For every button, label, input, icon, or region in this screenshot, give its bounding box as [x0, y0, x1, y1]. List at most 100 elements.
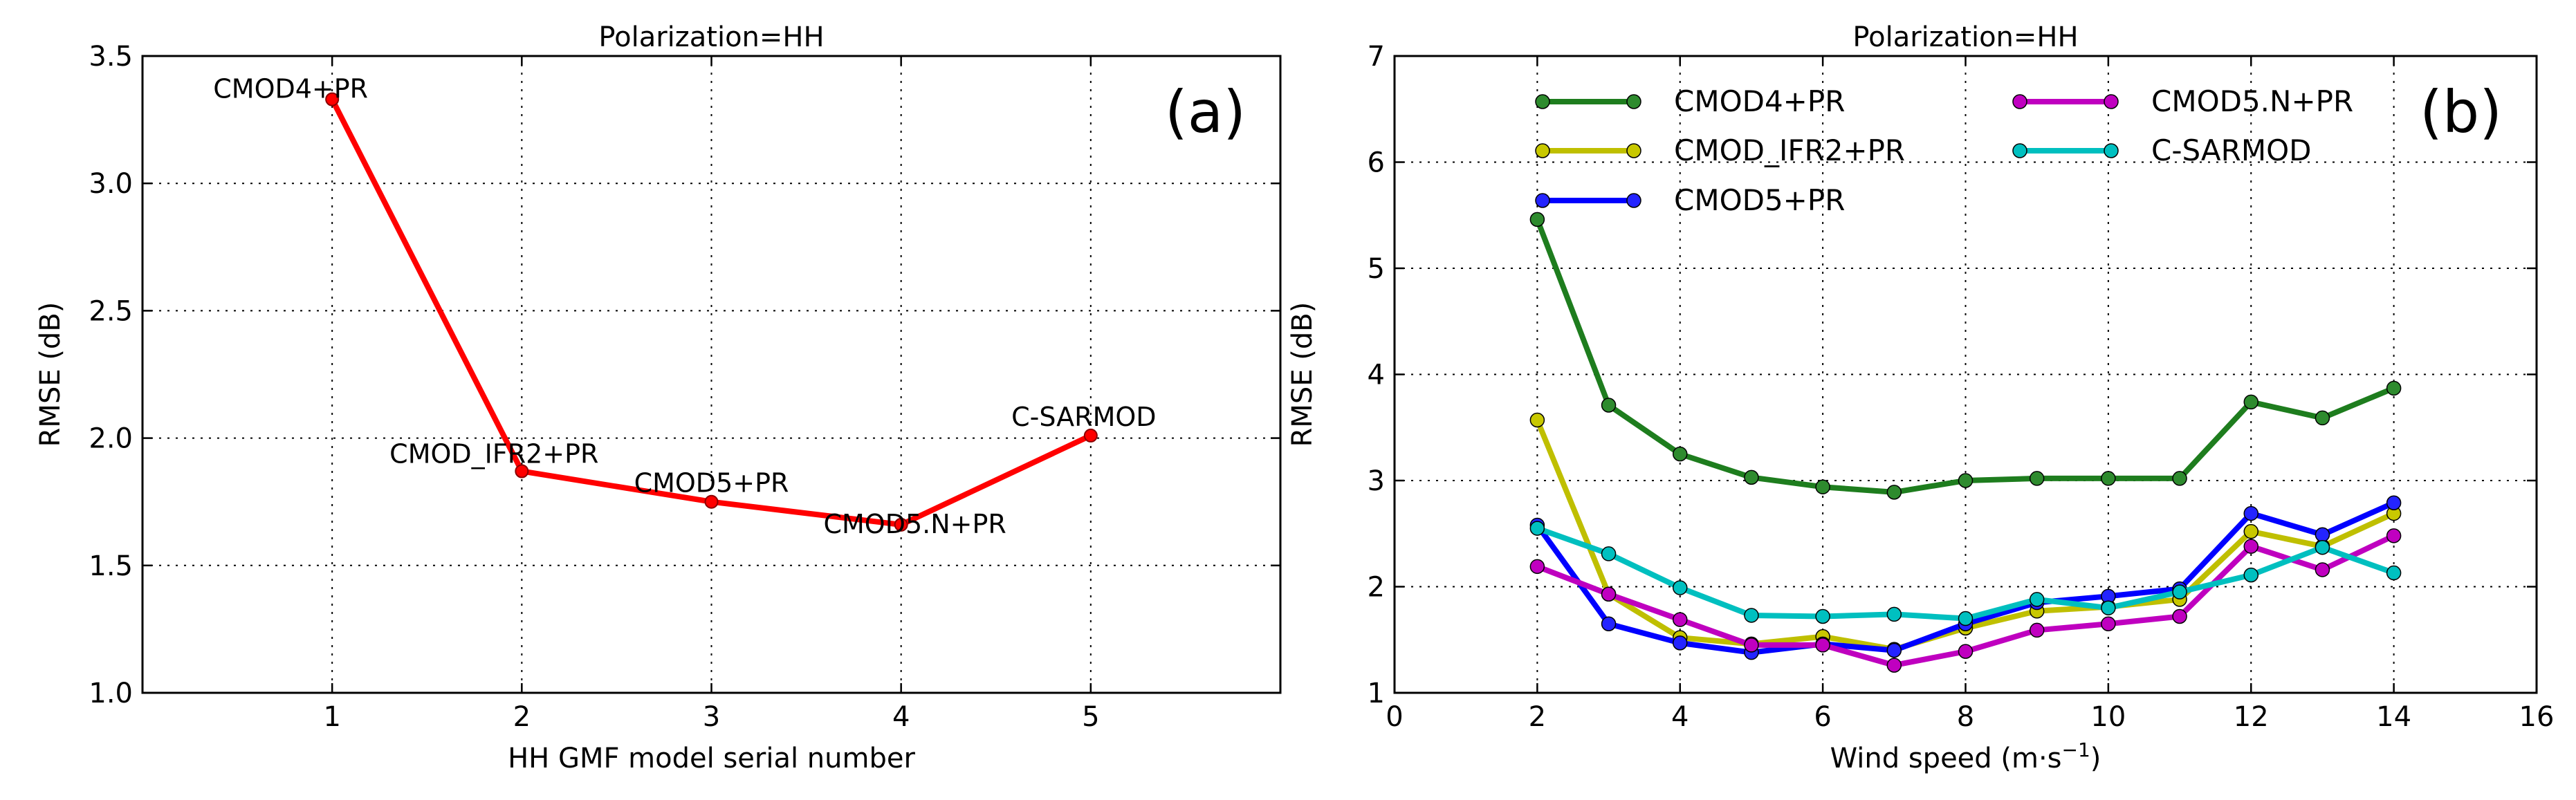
b-series-2-point-2	[1673, 635, 1688, 651]
b-ytick-label-6: 7	[1368, 41, 1385, 73]
b-series-4-point-12	[2386, 565, 2402, 581]
a-panel-label: (a)	[1165, 78, 1246, 146]
b-xtick-label-7: 14	[2376, 701, 2411, 733]
b-series-3-point-2	[1673, 612, 1688, 627]
a-ytick-label-3: 2.5	[89, 295, 133, 327]
b-xtick-label-6: 12	[2234, 701, 2269, 733]
b-series-0-point-3	[1744, 469, 1759, 485]
b-series-1-point-0	[1529, 412, 1545, 428]
b-x-axis-label-end: )	[2090, 743, 2101, 774]
b-series-0-point-5	[1886, 485, 1902, 500]
b-legend-marker-end-1	[1626, 143, 1641, 158]
b-series-4-point-9	[2172, 584, 2187, 599]
b-legend-label-2: CMOD5+PR	[1674, 183, 1845, 217]
a-xtick-label-0: 1	[323, 701, 340, 733]
b-y-axis-label: RMSE (dB)	[1287, 302, 1318, 447]
b-series-0-point-10	[2243, 394, 2258, 410]
a-point-label-4: C-SARMOD	[1011, 402, 1156, 432]
a-x-axis-label: HH GMF model serial number	[508, 743, 915, 774]
b-series-4-point-5	[1886, 606, 1902, 622]
b-legend: CMOD4+PR CMOD_IFR2+PR CMOD5+PR CMOD5.N+PR C-…	[1535, 84, 2353, 217]
a-ticks: 1 2 3 4 5 1.0 1.5 2.0 2.5 3.0 3.5	[89, 41, 1280, 733]
b-xtick-label-8: 16	[2519, 701, 2555, 733]
b-series-0-point-9	[2172, 471, 2187, 486]
b-legend-marker-end-3	[2104, 94, 2119, 109]
b-series-0-point-11	[2315, 410, 2330, 426]
b-series-4-point-7	[2029, 592, 2045, 607]
b-ytick-label-2: 3	[1368, 465, 1385, 497]
a-point-label-0: CMOD4+PR	[213, 74, 368, 104]
a-xtick-label-1: 2	[513, 701, 531, 733]
panel-a: CMOD4+PR CMOD_IFR2+PR CMOD5+PR CMOD5.N+PR C-…	[35, 21, 1282, 774]
b-series-0-point-6	[1958, 473, 1974, 488]
b-legend-label-4: C-SARMOD	[2151, 133, 2311, 167]
a-point-label-1: CMOD_IFR2+PR	[389, 438, 598, 469]
a-point-label-2: CMOD5+PR	[634, 468, 789, 499]
b-series-2-point-11	[2315, 527, 2330, 543]
a-ytick-label-5: 3.5	[89, 41, 133, 73]
b-series-0-point-7	[2029, 471, 2045, 486]
b-x-axis-label-sup: −1	[2062, 738, 2090, 761]
b-series-2-point-10	[2243, 505, 2258, 521]
b-legend-marker-end-2	[1626, 193, 1641, 208]
b-series-2-point-5	[1886, 642, 1902, 658]
b-series-2-point-1	[1601, 616, 1617, 631]
b-xtick-label-2: 4	[1671, 701, 1689, 733]
b-xtick-label-5: 10	[2090, 701, 2126, 733]
a-point-0	[325, 92, 340, 106]
a-point-4	[1083, 428, 1098, 443]
a-xtick-label-2: 3	[703, 701, 720, 733]
b-series-3-point-8	[2101, 616, 2116, 631]
a-ytick-label-4: 3.0	[89, 168, 133, 200]
b-series-4-point-0	[1529, 521, 1545, 536]
b-series-0-point-4	[1815, 479, 1830, 494]
b-series-0-point-1	[1601, 398, 1617, 413]
b-series-0-point-8	[2101, 471, 2116, 486]
b-series-4-point-1	[1601, 546, 1617, 561]
b-ytick-label-5: 6	[1368, 147, 1385, 179]
b-xtick-label-3: 6	[1814, 701, 1831, 733]
b-series-0-point-2	[1673, 446, 1688, 462]
a-point-label-3: CMOD5.N+PR	[823, 509, 1006, 539]
b-ytick-label-3: 4	[1368, 360, 1385, 391]
a-y-axis-label: RMSE (dB)	[35, 302, 66, 447]
b-series-4-point-8	[2101, 600, 2116, 615]
a-series	[325, 92, 1098, 532]
b-x-axis-label: Wind speed (m·s−1)	[1830, 738, 2101, 774]
b-xtick-label-1: 2	[1529, 701, 1546, 733]
b-series-3-point-5	[1886, 658, 1902, 673]
b-series-3-point-6	[1958, 644, 1974, 659]
b-legend-marker-start-2	[1535, 193, 1550, 208]
b-series-1-point-10	[2243, 523, 2258, 539]
a-point-1	[515, 464, 529, 478]
b-legend-marker-start-1	[1535, 143, 1550, 158]
b-legend-marker-end-0	[1626, 94, 1641, 109]
b-legend-marker-start-0	[1535, 94, 1550, 109]
a-ytick-label-2: 2.0	[89, 423, 133, 455]
b-legend-label-0: CMOD4+PR	[1674, 84, 1845, 118]
b-ytick-label-4: 5	[1368, 253, 1385, 285]
b-panel-label: (b)	[2420, 78, 2502, 146]
b-series-3-point-7	[2029, 622, 2045, 638]
b-series-4-point-4	[1815, 608, 1830, 624]
b-series-3-point-9	[2172, 608, 2187, 624]
a-xtick-label-4: 5	[1082, 701, 1099, 733]
b-legend-label-1: CMOD_IFR2+PR	[1674, 133, 1905, 167]
b-legend-label-3: CMOD5.N+PR	[2151, 84, 2353, 118]
b-series-3-point-4	[1815, 638, 1830, 653]
b-xtick-label-4: 8	[1957, 701, 1974, 733]
b-series-4-point-10	[2243, 567, 2258, 583]
b-series-3-point-11	[2315, 562, 2330, 577]
b-series-3-point-10	[2243, 539, 2258, 554]
b-series-3-point-0	[1529, 559, 1545, 575]
b-series	[1529, 212, 2402, 673]
a-point-3	[894, 517, 908, 532]
a-point-labels: CMOD4+PR CMOD_IFR2+PR CMOD5+PR CMOD5.N+PR C-…	[213, 74, 1156, 539]
b-legend-marker-start-3	[2012, 94, 2027, 109]
b-series-4-point-2	[1673, 580, 1688, 595]
a-gridlines	[142, 56, 1280, 693]
b-legend-marker-start-4	[2012, 143, 2027, 158]
